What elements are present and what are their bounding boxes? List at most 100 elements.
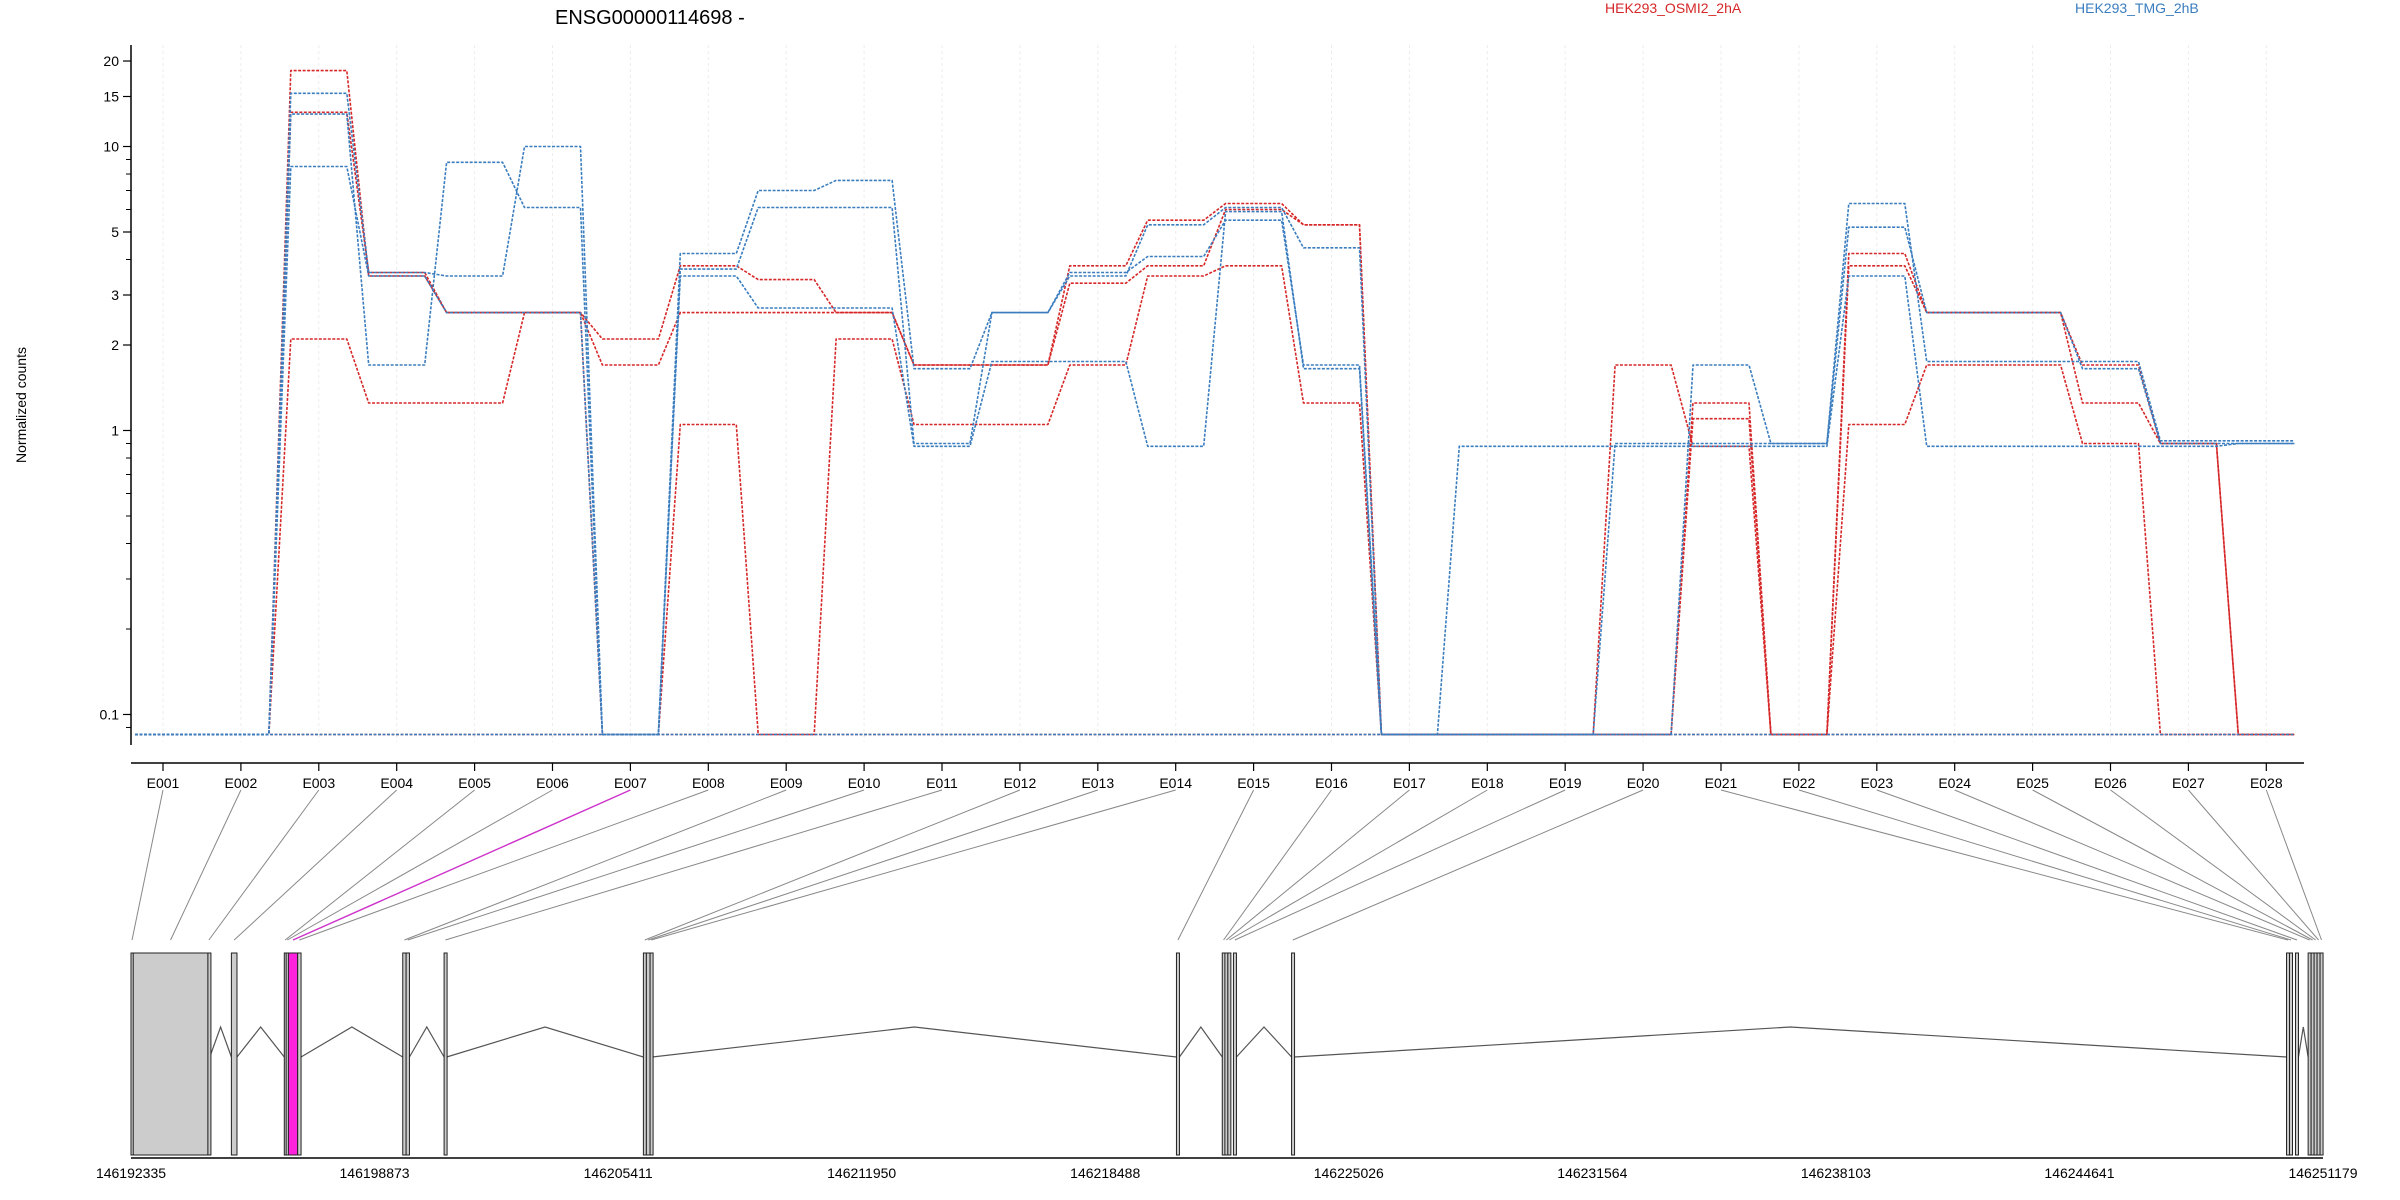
connector-e021 <box>1720 789 2289 941</box>
connector-e002 <box>170 789 242 941</box>
intron-4 <box>408 1025 445 1058</box>
y-tick-label: 10 <box>103 139 119 155</box>
connector-e005 <box>284 789 475 941</box>
x-tick-label-e016: E016 <box>1315 775 1348 791</box>
connector-e028 <box>2265 789 2322 941</box>
intron-3 <box>300 1026 404 1058</box>
connector-e011 <box>445 789 943 941</box>
coordinate-label-5: 146218488 <box>1070 1165 1140 1181</box>
intron-7 <box>1178 1025 1223 1058</box>
connector-e007 <box>292 789 631 941</box>
x-tick-label-e012: E012 <box>1004 775 1037 791</box>
x-tick-label-e007: E007 <box>614 775 647 791</box>
coordinate-label-9: 146244641 <box>2044 1165 2114 1181</box>
connector-e009 <box>404 789 787 941</box>
connector-e012 <box>644 789 1021 941</box>
exon-box-e022 <box>2289 952 2294 1156</box>
intron-9 <box>1294 1026 2287 1058</box>
x-tick-label-e005: E005 <box>458 775 491 791</box>
exon-box-e013 <box>645 952 651 1156</box>
exon-box-e011 <box>443 952 448 1156</box>
coordinate-label-10: 146251179 <box>2288 1165 2357 1181</box>
x-tick-label-e022: E022 <box>1783 775 1816 791</box>
connector-e025 <box>2032 789 2313 941</box>
connector-e027 <box>2188 789 2319 941</box>
exon-box-e009 <box>402 952 407 1156</box>
connector-e016 <box>1223 789 1332 941</box>
x-tick-label-e017: E017 <box>1393 775 1426 791</box>
exon-box-e020 <box>1291 952 1296 1156</box>
exon-box-e007 <box>287 952 299 1156</box>
x-tick-label-e004: E004 <box>380 775 413 791</box>
series-line-blue-6 <box>135 113 2295 736</box>
coordinate-label-7: 146231564 <box>1557 1165 1627 1181</box>
x-tick-label-e001: E001 <box>147 775 180 791</box>
y-tick-label: 20 <box>103 53 119 69</box>
x-tick-label-e026: E026 <box>2094 775 2127 791</box>
connector-e014 <box>651 789 1176 941</box>
connector-e024 <box>1954 789 2310 941</box>
connector-e013 <box>648 789 1098 941</box>
y-tick-label: 5 <box>111 224 119 240</box>
connector-e010 <box>407 789 865 941</box>
coordinate-label-1: 146192335 <box>96 1165 166 1181</box>
connector-e001 <box>131 789 164 941</box>
connector-e022 <box>1798 789 2292 941</box>
x-tick-label-e024: E024 <box>1938 775 1971 791</box>
connector-e003 <box>208 789 320 941</box>
exon-box-e019 <box>1232 952 1237 1156</box>
exon-box-e010 <box>405 952 410 1156</box>
plot-axes <box>130 45 2304 764</box>
x-tick-label-e015: E015 <box>1237 775 1270 791</box>
legend-item-osmi2: HEK293_OSMI2_2hA <box>1605 0 1742 16</box>
x-tick-label-e009: E009 <box>770 775 803 791</box>
x-tick-label-e011: E011 <box>926 775 958 791</box>
intron-6 <box>652 1026 1177 1058</box>
exon-box-e014 <box>649 952 654 1156</box>
series-line-red-3 <box>135 264 2295 736</box>
intron-8 <box>1235 1026 1292 1058</box>
vertical-gridlines <box>162 45 2267 742</box>
series-lines <box>135 69 2295 736</box>
exon-box-e028 <box>2319 952 2324 1156</box>
series-line-blue-5 <box>135 92 2295 736</box>
x-tick-label-e023: E023 <box>1860 775 1893 791</box>
connector-e019 <box>1234 789 1566 941</box>
exon-box-e023 <box>2294 952 2299 1156</box>
connector-e015 <box>1177 789 1255 941</box>
exon-box-e004 <box>230 952 238 1156</box>
x-tick-label-e014: E014 <box>1159 775 1192 791</box>
x-tick-label-e027: E027 <box>2172 775 2205 791</box>
x-tick-label-e008: E008 <box>692 775 725 791</box>
genomic-coordinate-ticks: 146192335 146198873 146205411 146211950 1462… <box>96 1165 2358 1181</box>
y-ticks: 0.1 1 2 3 5 10 15 20 <box>100 53 131 728</box>
x-tick-label-e025: E025 <box>2016 775 2049 791</box>
exon-box-e015 <box>1175 952 1180 1156</box>
y-axis-label: Normalized counts <box>13 347 29 463</box>
x-tick-label-e021: E021 <box>1705 775 1738 791</box>
x-tick-label-e020: E020 <box>1627 775 1660 791</box>
legend-item-tmg: HEK293_TMG_2hB <box>2075 0 2199 16</box>
intron-1 <box>209 1025 232 1058</box>
x-tick-label-e018: E018 <box>1471 775 1504 791</box>
x-tick-label-e010: E010 <box>848 775 881 791</box>
x-tick-label-e006: E006 <box>536 775 569 791</box>
series-line-red-1 <box>135 69 2295 736</box>
coordinate-label-2: 146198873 <box>340 1165 410 1181</box>
exon-box-e003 <box>207 952 212 1156</box>
connector-e006 <box>287 789 553 941</box>
x-tick-label-e003: E003 <box>302 775 335 791</box>
x-ticks: E001 E002 E003 E004 E005 E006 E007 E008 E009 E010… <box>147 763 2283 791</box>
exon-connectors <box>131 789 2322 941</box>
x-tick-label-e019: E019 <box>1549 775 1582 791</box>
chart-title: ENSG00000114698 - <box>555 7 745 29</box>
y-tick-label: 1 <box>111 422 119 438</box>
y-tick-label: 15 <box>103 88 119 104</box>
coordinate-label-8: 146238103 <box>1801 1165 1871 1181</box>
coordinate-label-4: 146211950 <box>827 1165 896 1181</box>
connector-e026 <box>2110 789 2316 941</box>
connector-e020 <box>1292 789 1644 941</box>
exon-box-e002 <box>132 952 209 1156</box>
x-tick-label-e028: E028 <box>2250 775 2283 791</box>
